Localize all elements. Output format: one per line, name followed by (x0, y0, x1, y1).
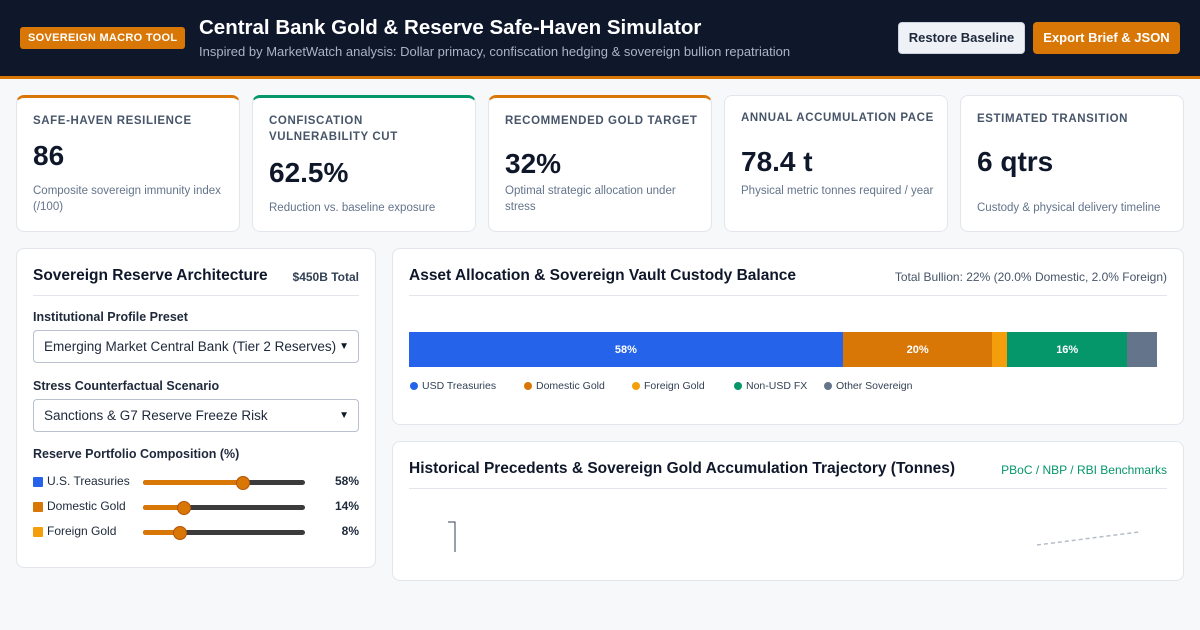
benchmark-link[interactable]: PBoC / NBP / RBI Benchmarks (1001, 463, 1167, 477)
slider-thumb[interactable] (236, 476, 251, 490)
panel-title: Historical Precedents & Sovereign Gold A… (409, 460, 956, 477)
reserve-architecture-panel: Sovereign Reserve Architecture $450B Tot… (16, 248, 376, 568)
slider-value: 8% (341, 524, 359, 538)
legend-label: Domestic Gold (536, 380, 605, 392)
composition-slider-row: U.S. Treasuries 58% (33, 473, 359, 493)
slider-label: U.S. Treasuries (47, 474, 130, 488)
legend-dot (824, 382, 832, 390)
kpi-description: Optimal strategic allocation under stres… (505, 185, 676, 213)
legend-label: Non-USD FX (746, 380, 808, 392)
bullion-summary: Total Bullion: 22% (20.0% Domestic, 2.0%… (894, 270, 1167, 284)
kpi-description: Reduction vs. baseline exposure (269, 202, 436, 214)
slider-value: 14% (334, 499, 359, 513)
divider (409, 488, 1167, 489)
slider-thumb[interactable] (173, 526, 188, 540)
kpi-card-gold-target: RECOMMENDED GOLD TARGET 32% Optimal stra… (488, 95, 712, 232)
allocation-panel: Asset Allocation & Sovereign Vault Custo… (392, 248, 1184, 425)
allocation-segment (992, 332, 1008, 367)
slider-label: Domestic Gold (47, 499, 126, 513)
kpi-card-confiscation: CONFISCATION VULNERABILITY CUT 62.5% Red… (252, 95, 476, 232)
scenario-select[interactable]: Sanctions & G7 Reserve Freeze Risk ▼ (33, 399, 359, 432)
export-brief-button[interactable]: Export Brief & JSON (1033, 22, 1180, 54)
slider-track[interactable] (143, 505, 305, 510)
slider-track[interactable] (143, 530, 305, 535)
divider (409, 295, 1167, 296)
kpi-description: Custody & physical delivery timeline (977, 202, 1161, 214)
allocation-segment (1127, 332, 1157, 367)
composition-slider-row: Domestic Gold 14% (33, 498, 359, 518)
kpi-value: 86 (33, 140, 65, 171)
kpi-card-accumulation: ANNUAL ACCUMULATION PACE 78.4 t Physical… (724, 95, 948, 232)
reserve-total: $450B Total (292, 270, 359, 284)
panel-title: Asset Allocation & Sovereign Vault Custo… (409, 267, 797, 284)
kpi-card-transition: ESTIMATED TRANSITION 6 qtrs Custody & ph… (960, 95, 1184, 232)
kpi-value: 62.5% (269, 157, 349, 188)
allocation-segment: 58% (409, 332, 843, 367)
kpi-label: ANNUAL ACCUMULATION PACE (741, 112, 934, 124)
app-subtitle: Inspired by MarketWatch analysis: Dollar… (199, 44, 791, 59)
restore-baseline-button[interactable]: Restore Baseline (898, 22, 1025, 54)
tool-badge: SOVEREIGN MACRO TOOL (20, 27, 186, 49)
divider (33, 295, 359, 296)
color-swatch (33, 477, 43, 487)
composition-label: Reserve Portfolio Composition (%) (33, 447, 240, 461)
kpi-description: Physical metric tonnes required / year (741, 185, 934, 197)
legend-label: Other Sovereign (836, 380, 913, 392)
composition-slider-row: Foreign Gold 8% (33, 523, 359, 543)
kpi-value: 32% (505, 148, 562, 179)
kpi-value: 6 qtrs (977, 146, 1054, 177)
slider-fill (143, 505, 184, 510)
app-header: SOVEREIGN MACRO TOOL Central Bank Gold &… (0, 0, 1200, 79)
slider-thumb[interactable] (176, 501, 191, 515)
allocation-stacked-bar: 58% 20% 16% (409, 332, 1157, 367)
legend-label: USD Treasuries (422, 380, 497, 392)
kpi-card-resilience: SAFE-HAVEN RESILIENCE 86 Composite sover… (16, 95, 240, 232)
legend-label: Foreign Gold (644, 380, 705, 392)
chevron-down-icon: ▼ (339, 410, 349, 421)
color-swatch (33, 502, 43, 512)
kpi-label: ESTIMATED TRANSITION (977, 113, 1129, 125)
kpi-label: CONFISCATION VULNERABILITY CUT (269, 115, 398, 143)
slider-value: 58% (334, 474, 359, 488)
kpi-label: SAFE-HAVEN RESILIENCE (33, 115, 192, 127)
kpi-value: 78.4 t (741, 146, 813, 177)
allocation-segment: 16% (1007, 332, 1128, 367)
profile-label: Institutional Profile Preset (33, 310, 188, 324)
chevron-down-icon: ▼ (339, 341, 349, 352)
projection-line (1036, 531, 1140, 546)
color-swatch (33, 527, 43, 537)
legend-dot (410, 382, 418, 390)
kpi-label: RECOMMENDED GOLD TARGET (505, 115, 698, 127)
panel-title: Sovereign Reserve Architecture (33, 267, 268, 284)
y-axis-cap (448, 521, 456, 552)
legend-dot (734, 382, 742, 390)
scenario-select-value: Sanctions & G7 Reserve Freeze Risk (44, 408, 268, 423)
history-panel: Historical Precedents & Sovereign Gold A… (392, 441, 1184, 581)
allocation-segment: 20% (842, 332, 993, 367)
slider-fill (143, 480, 244, 485)
kpi-description: Composite sovereign immunity index (/100… (33, 185, 221, 213)
scenario-label: Stress Counterfactual Scenario (33, 379, 220, 393)
slider-label: Foreign Gold (47, 524, 117, 538)
trajectory-chart (448, 521, 1140, 552)
app-title: Central Bank Gold & Reserve Safe-Haven S… (199, 16, 702, 39)
profile-select-value: Emerging Market Central Bank (Tier 2 Res… (44, 339, 337, 354)
profile-select[interactable]: Emerging Market Central Bank (Tier 2 Res… (33, 330, 359, 363)
slider-track[interactable] (143, 480, 305, 485)
legend-dot (524, 382, 532, 390)
slider-fill (143, 530, 181, 535)
legend-dot (632, 382, 640, 390)
